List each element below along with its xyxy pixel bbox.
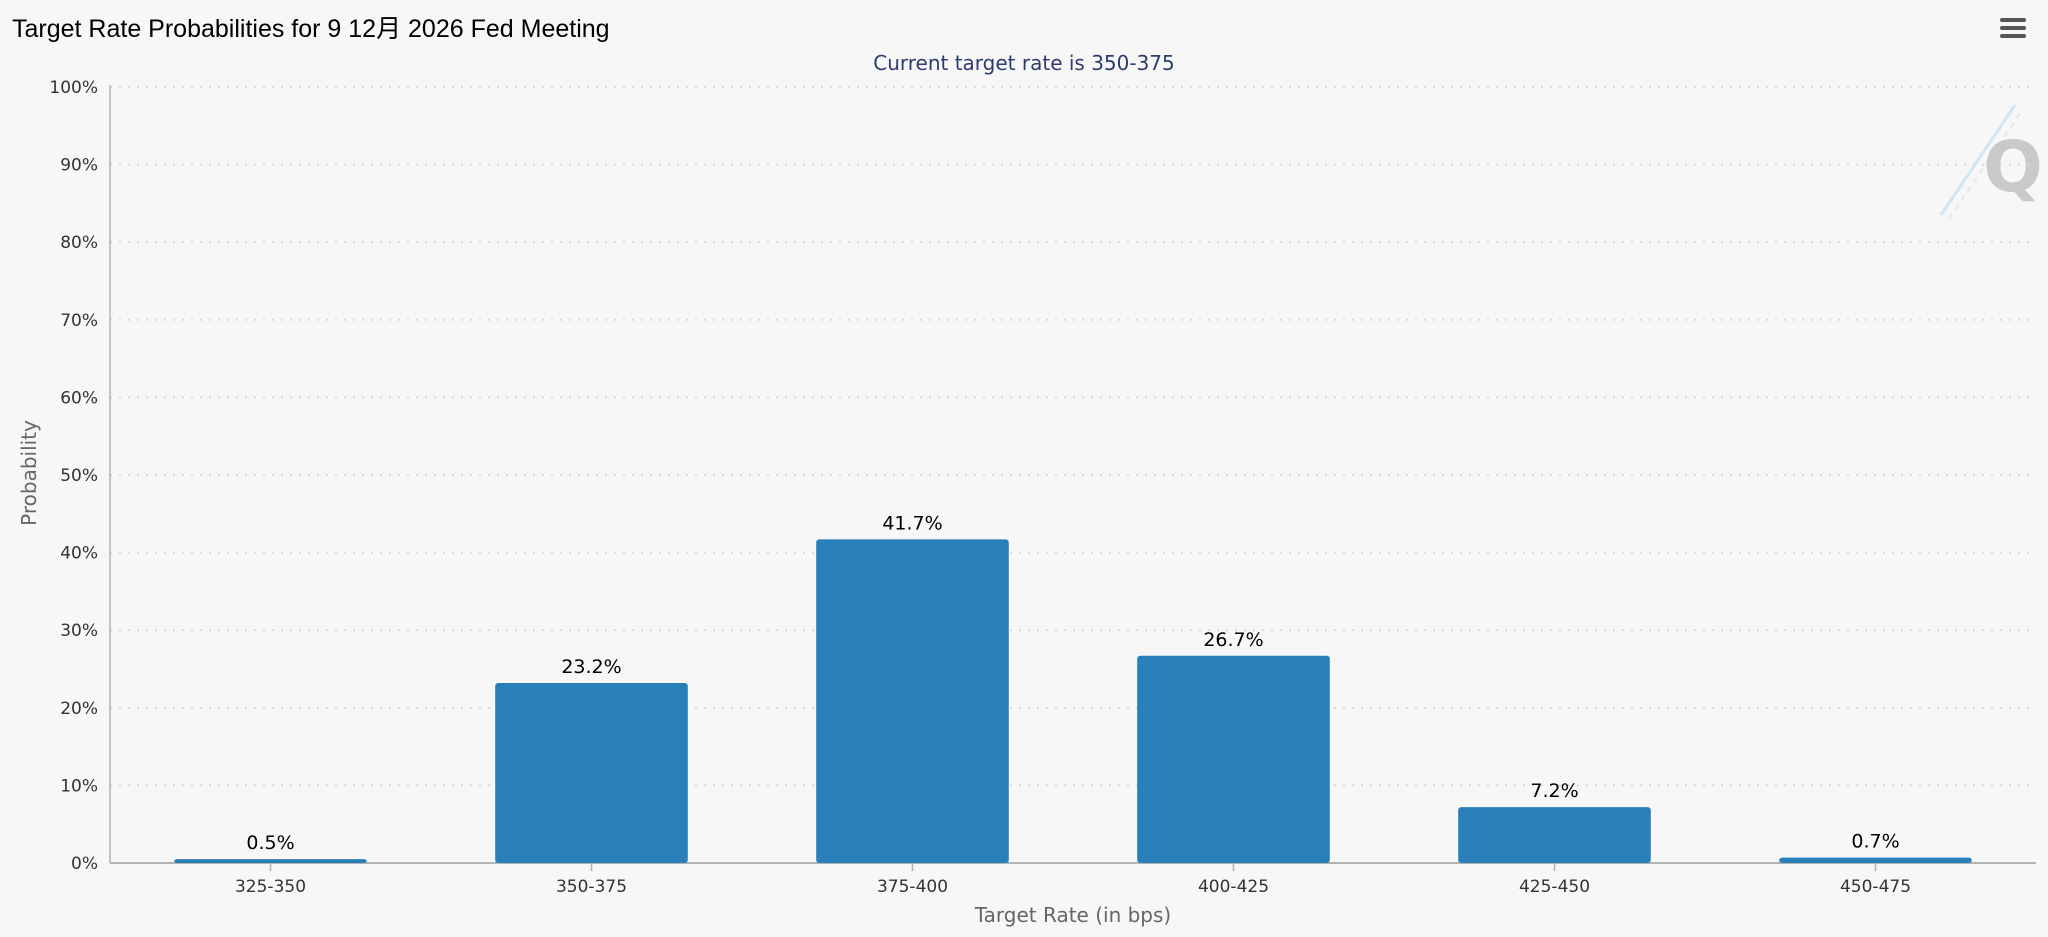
x-tick-label: 425-450 bbox=[1519, 877, 1590, 897]
bar-375-400[interactable] bbox=[816, 539, 1009, 863]
bars bbox=[174, 539, 1972, 863]
x-tick-label: 325-350 bbox=[235, 877, 306, 897]
x-tick-label: 450-475 bbox=[1840, 877, 1911, 897]
bar-425-450[interactable] bbox=[1458, 807, 1651, 863]
data-label-425-450: 7.2% bbox=[1530, 780, 1578, 802]
bar-350-375[interactable] bbox=[495, 682, 688, 863]
y-tick-label: 70% bbox=[60, 311, 98, 331]
q-logo-icon: Q bbox=[1939, 104, 2043, 220]
bar-450-475[interactable] bbox=[1779, 857, 1972, 863]
x-tick-label: 350-375 bbox=[556, 877, 627, 897]
hamburger-menu-icon-bar-middle bbox=[2000, 26, 2026, 30]
data-label-325-350: 0.5% bbox=[246, 832, 294, 854]
data-label-400-425: 26.7% bbox=[1203, 629, 1263, 651]
hamburger-menu-icon-bar-top bbox=[2000, 18, 2026, 22]
x-tick-label: 400-425 bbox=[1198, 877, 1269, 897]
y-tick-label: 90% bbox=[60, 156, 98, 176]
y-tick-label: 40% bbox=[60, 544, 98, 564]
y-tick-label: 30% bbox=[60, 621, 98, 641]
svg-text:Q: Q bbox=[1983, 126, 2043, 208]
bar-325-350[interactable] bbox=[174, 859, 367, 863]
y-tick-label: 50% bbox=[60, 466, 98, 486]
axes: 0% 10% 20% 30% 40% 50% 60% 70% 80% 90% 100% 325-350… bbox=[49, 78, 2036, 897]
bar-400-425[interactable] bbox=[1137, 655, 1330, 863]
data-label-375-400: 41.7% bbox=[882, 512, 942, 534]
gridlines bbox=[110, 86, 2036, 787]
data-label-450-475: 0.7% bbox=[1851, 831, 1899, 853]
y-tick-label: 100% bbox=[49, 78, 98, 98]
data-label-350-375: 23.2% bbox=[561, 656, 621, 678]
y-tick-label: 60% bbox=[60, 388, 98, 408]
y-tick-label: 10% bbox=[60, 776, 98, 796]
chart-title: Target Rate Probabilities for 9 12月 2026… bbox=[12, 15, 610, 43]
data-labels: 0.5% 23.2% 41.7% 26.7% 7.2% 0.7% bbox=[246, 512, 1899, 854]
y-axis-title: Probability bbox=[17, 420, 41, 526]
x-axis-title: Target Rate (in bps) bbox=[974, 903, 1171, 927]
x-tick-label: 375-400 bbox=[877, 877, 948, 897]
y-tick-label: 20% bbox=[60, 699, 98, 719]
hamburger-menu-icon-bar-bottom bbox=[2000, 34, 2026, 38]
y-tick-label: 80% bbox=[60, 233, 98, 253]
chart-subtitle: Current target rate is 350-375 bbox=[873, 51, 1175, 75]
chart-menu-button[interactable] bbox=[1996, 14, 2030, 44]
y-tick-label: 0% bbox=[71, 854, 98, 874]
